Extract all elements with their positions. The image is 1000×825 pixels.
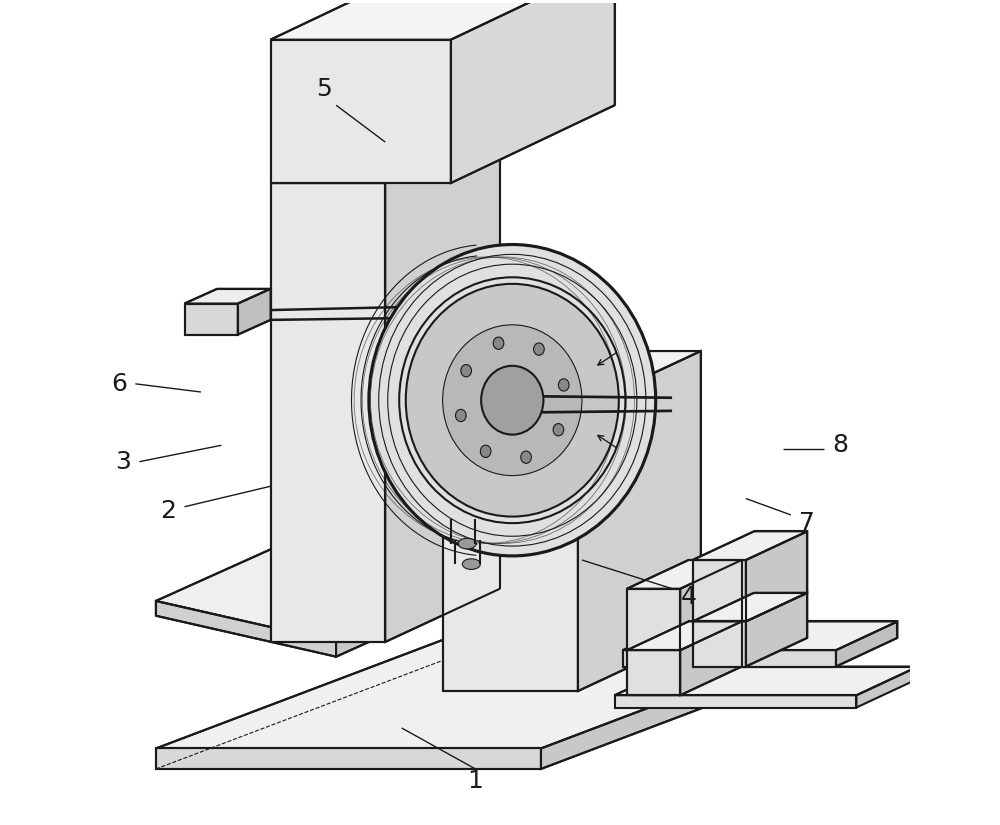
Text: 5: 5 <box>316 77 332 101</box>
Polygon shape <box>238 289 271 335</box>
Polygon shape <box>385 130 500 642</box>
Ellipse shape <box>458 538 476 549</box>
Text: 2: 2 <box>160 499 176 523</box>
Polygon shape <box>693 531 807 560</box>
Polygon shape <box>271 183 385 642</box>
Polygon shape <box>693 560 746 621</box>
Polygon shape <box>746 531 807 621</box>
Polygon shape <box>623 650 836 667</box>
Polygon shape <box>627 621 742 650</box>
Ellipse shape <box>521 451 531 464</box>
Polygon shape <box>680 560 742 650</box>
Polygon shape <box>336 568 500 657</box>
Ellipse shape <box>456 409 466 422</box>
Ellipse shape <box>534 343 544 356</box>
Polygon shape <box>627 650 680 695</box>
Text: 8: 8 <box>832 433 848 457</box>
Ellipse shape <box>462 559 480 569</box>
Polygon shape <box>271 0 615 40</box>
Polygon shape <box>156 601 336 657</box>
Polygon shape <box>680 621 742 695</box>
Polygon shape <box>271 40 451 183</box>
Polygon shape <box>856 667 918 708</box>
Polygon shape <box>627 589 680 650</box>
Polygon shape <box>451 0 615 183</box>
Polygon shape <box>156 748 541 769</box>
Polygon shape <box>746 593 807 667</box>
Polygon shape <box>443 408 578 691</box>
Ellipse shape <box>558 379 569 391</box>
Polygon shape <box>156 634 844 748</box>
Ellipse shape <box>481 365 543 435</box>
Ellipse shape <box>369 244 656 556</box>
Ellipse shape <box>553 423 564 436</box>
Polygon shape <box>623 621 897 650</box>
Polygon shape <box>185 289 271 304</box>
Text: 1: 1 <box>467 769 483 794</box>
Polygon shape <box>693 621 746 667</box>
Polygon shape <box>185 304 238 335</box>
Ellipse shape <box>493 337 504 349</box>
Polygon shape <box>443 351 701 408</box>
Polygon shape <box>578 351 701 691</box>
Ellipse shape <box>461 365 471 377</box>
Polygon shape <box>627 560 742 589</box>
Text: 3: 3 <box>115 450 131 474</box>
Polygon shape <box>693 593 807 621</box>
Polygon shape <box>836 621 897 667</box>
Text: 6: 6 <box>111 372 127 396</box>
Ellipse shape <box>406 284 619 516</box>
Text: 7: 7 <box>799 512 815 535</box>
Polygon shape <box>271 130 500 183</box>
Polygon shape <box>615 667 918 695</box>
Ellipse shape <box>480 446 491 457</box>
Polygon shape <box>541 634 844 769</box>
Ellipse shape <box>443 325 582 475</box>
Text: 4: 4 <box>680 585 696 609</box>
Polygon shape <box>615 695 856 708</box>
Polygon shape <box>156 527 500 642</box>
